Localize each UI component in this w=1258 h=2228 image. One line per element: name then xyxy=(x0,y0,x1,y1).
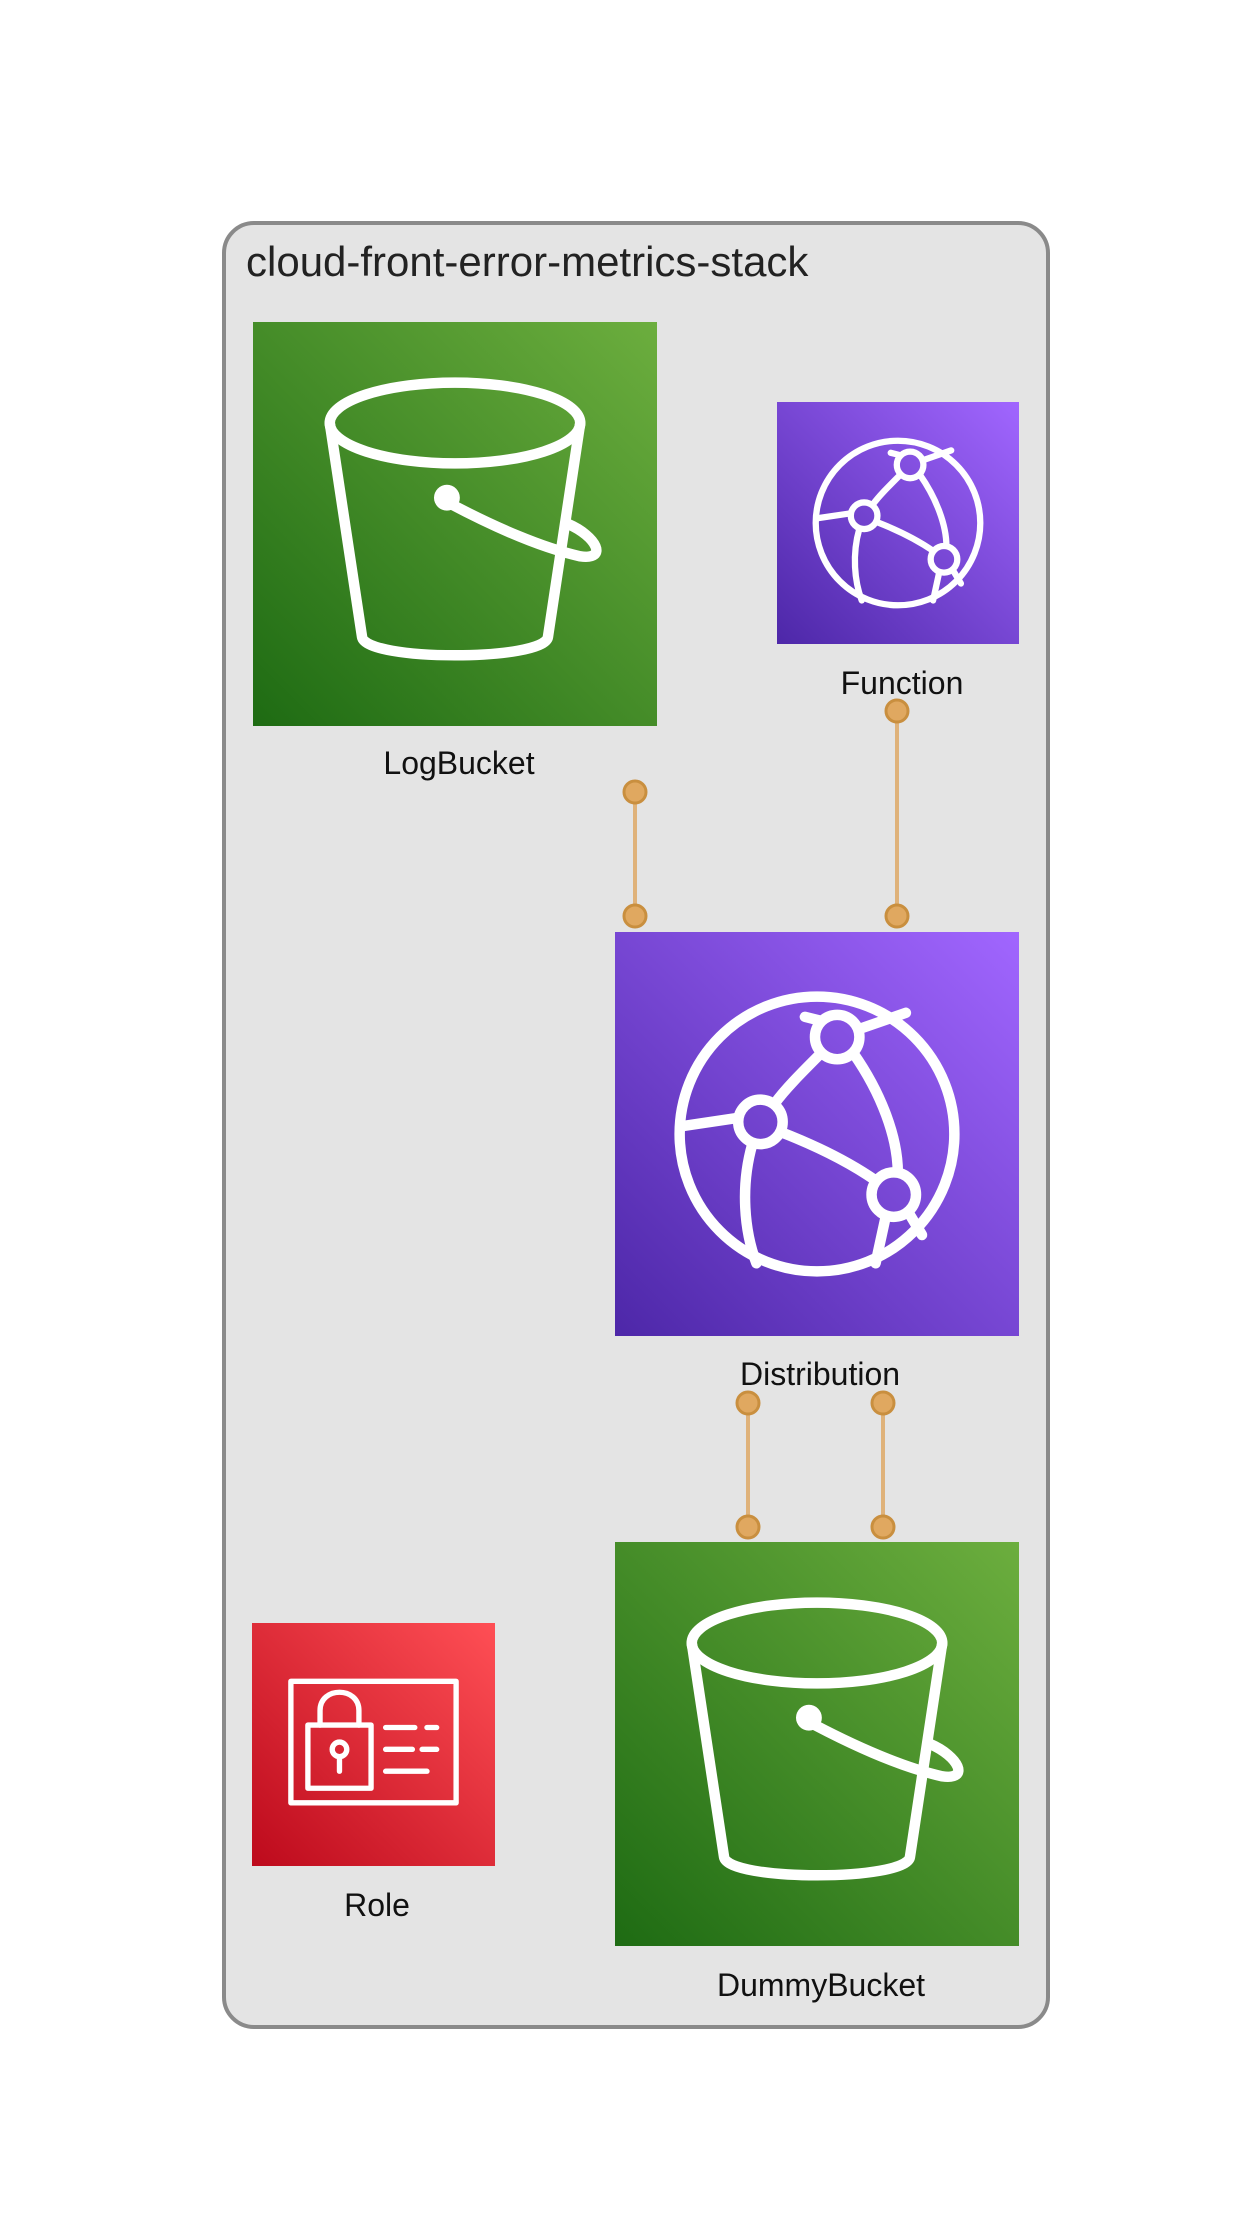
edge-endpoint xyxy=(870,1390,896,1416)
dummybucket-label: DummyBucket xyxy=(717,1967,925,2003)
edge-endpoint xyxy=(735,1514,761,1540)
logbucket-label: LogBucket xyxy=(383,745,534,781)
function-label: Function xyxy=(841,665,964,701)
edge-distribution-dummybucket-1 xyxy=(735,1390,761,1540)
role-label: Role xyxy=(344,1887,410,1923)
edge-distribution-dummybucket-2 xyxy=(870,1390,896,1540)
edge-endpoint xyxy=(622,903,648,929)
edge-function-distribution xyxy=(884,698,910,929)
edge-logbucket-distribution xyxy=(622,779,648,929)
edges xyxy=(622,698,910,1540)
stack-title: cloud-front-error-metrics-stack xyxy=(246,238,809,285)
node-role[interactable]: Role xyxy=(252,1623,495,1923)
distribution-label: Distribution xyxy=(740,1356,900,1392)
node-dummybucket[interactable]: DummyBucket xyxy=(615,1542,1019,2003)
node-function[interactable]: Function xyxy=(777,402,1019,701)
edge-endpoint xyxy=(622,779,648,805)
node-logbucket[interactable]: LogBucket xyxy=(253,322,657,781)
edge-endpoint xyxy=(735,1390,761,1416)
edge-endpoint xyxy=(870,1514,896,1540)
node-distribution[interactable]: Distribution xyxy=(615,932,1019,1392)
edge-endpoint xyxy=(884,698,910,724)
edge-endpoint xyxy=(884,903,910,929)
